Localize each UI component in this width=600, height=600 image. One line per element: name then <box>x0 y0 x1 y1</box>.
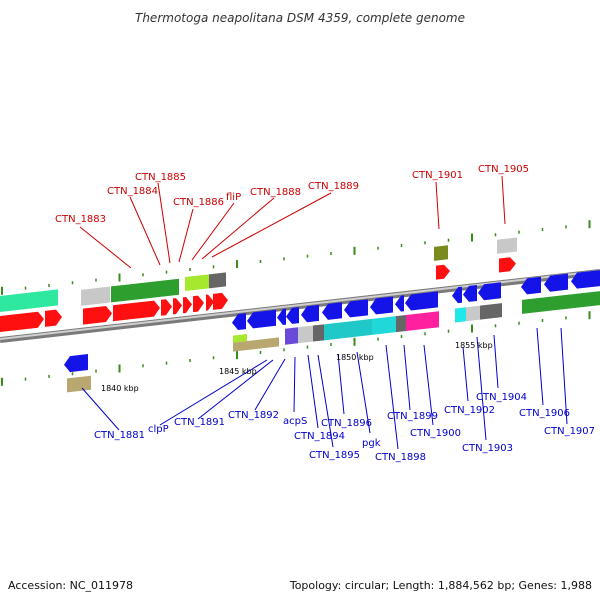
gene-arrow[interactable] <box>232 313 246 331</box>
gene-block[interactable] <box>522 291 600 314</box>
gene-label[interactable]: CTN_1895 <box>309 450 360 461</box>
gene-arrow[interactable] <box>213 292 228 310</box>
gene-arrow[interactable] <box>277 308 286 326</box>
gene-label[interactable]: CTN_1904 <box>476 392 527 403</box>
gene-arrow[interactable] <box>452 286 462 304</box>
gene-block[interactable] <box>455 307 466 323</box>
gene-block[interactable] <box>233 337 279 352</box>
gene-arrow[interactable] <box>193 295 204 313</box>
gene-label[interactable]: CTN_1885 <box>135 172 186 183</box>
gene-arrow[interactable] <box>478 282 501 301</box>
scale-label: 1855 kbp <box>455 341 493 350</box>
gene-arrow[interactable] <box>183 296 192 314</box>
gene-block[interactable] <box>497 237 517 254</box>
gene-block[interactable] <box>434 245 448 261</box>
scale-label: 1850 kbp <box>336 353 374 362</box>
gene-block[interactable] <box>81 286 110 306</box>
gene-label[interactable]: CTN_1898 <box>375 452 426 463</box>
gene-arrow[interactable] <box>45 309 62 327</box>
gene-arrow[interactable] <box>499 257 516 273</box>
scale-label: 1845 kbp <box>219 367 257 376</box>
gene-block[interactable] <box>466 305 480 322</box>
gene-label[interactable]: CTN_1894 <box>294 431 345 442</box>
gene-arrow[interactable] <box>544 273 568 293</box>
gene-arrow[interactable] <box>286 307 299 324</box>
gene-block[interactable] <box>313 324 324 342</box>
accession-text: Accession: NC_011978 <box>8 579 134 592</box>
forward-strand-row-2 <box>0 257 516 332</box>
gene-block[interactable] <box>111 278 179 303</box>
gene-block[interactable] <box>185 274 209 292</box>
gene-block[interactable] <box>298 325 313 344</box>
gene-arrow[interactable] <box>161 299 172 316</box>
gene-arrow[interactable] <box>395 295 404 312</box>
gene-label[interactable]: CTN_1881 <box>94 430 145 441</box>
gene-arrow[interactable] <box>64 354 88 373</box>
gene-arrow[interactable] <box>206 294 214 311</box>
map-title: Thermotoga neapolitana DSM 4359, complet… <box>135 11 465 25</box>
gene-label[interactable]: clpP <box>148 424 169 435</box>
gene-arrow[interactable] <box>405 291 438 311</box>
forward-gene-labels: CTN_1883 CTN_1884 CTN_1885 CTN_1886 fliP… <box>55 164 529 225</box>
gene-arrow[interactable] <box>301 304 319 323</box>
gene-block[interactable] <box>285 327 298 345</box>
gene-arrow[interactable] <box>370 296 393 316</box>
gene-arrow[interactable] <box>247 309 276 329</box>
gene-label[interactable]: CTN_1886 <box>173 197 224 208</box>
gene-label[interactable]: acpS <box>283 416 307 427</box>
gene-block[interactable] <box>396 315 406 333</box>
gene-block[interactable] <box>372 316 396 335</box>
gene-arrow[interactable] <box>463 284 477 303</box>
gene-label[interactable]: CTN_1891 <box>174 417 225 428</box>
gene-arrow[interactable] <box>113 300 160 322</box>
gene-label[interactable]: CTN_1896 <box>321 418 372 429</box>
gene-arrow[interactable] <box>344 299 368 318</box>
gene-label[interactable]: CTN_1903 <box>462 443 513 454</box>
gene-arrow[interactable] <box>173 297 182 315</box>
gene-arrow[interactable] <box>571 270 600 289</box>
gene-arrow[interactable] <box>322 302 342 320</box>
gene-label[interactable]: CTN_1905 <box>478 164 529 175</box>
scale-label: 1840 kbp <box>101 384 139 393</box>
gene-block[interactable] <box>480 303 502 320</box>
scale-ticks <box>1 220 591 386</box>
gene-label[interactable]: CTN_1892 <box>228 410 279 421</box>
scale-labels: 1840 kbp 1845 kbp 1850 kbp 1855 kbp <box>101 341 493 393</box>
reverse-strand-row-1 <box>64 270 600 373</box>
gene-label[interactable]: CTN_1883 <box>55 214 106 225</box>
gene-label[interactable]: CTN_1888 <box>250 187 301 198</box>
gene-arrow[interactable] <box>521 276 541 295</box>
gene-block[interactable] <box>324 318 372 341</box>
gene-arrow[interactable] <box>83 305 112 325</box>
gene-label[interactable]: CTN_1889 <box>308 181 359 192</box>
gene-label[interactable]: CTN_1899 <box>387 411 438 422</box>
leader-lines <box>79 175 568 450</box>
gene-block[interactable] <box>233 334 247 343</box>
gene-label[interactable]: fliP <box>226 192 241 203</box>
gene-block[interactable] <box>209 272 226 289</box>
forward-strand-row-1 <box>0 237 517 312</box>
reverse-gene-labels: CTN_1881 clpP CTN_1891 CTN_1892 acpS CTN… <box>94 392 595 463</box>
gene-label[interactable]: CTN_1884 <box>107 186 158 197</box>
gene-block[interactable] <box>406 311 439 332</box>
gene-label[interactable]: CTN_1907 <box>544 426 595 437</box>
gene-label[interactable]: pgk <box>362 438 381 449</box>
gene-arrow[interactable] <box>0 311 44 332</box>
gene-label[interactable]: CTN_1901 <box>412 170 463 181</box>
topology-text: Topology: circular; Length: 1,884,562 bp… <box>289 579 592 592</box>
gene-arrow[interactable] <box>436 264 450 280</box>
gene-label[interactable]: CTN_1902 <box>444 405 495 416</box>
gene-block[interactable] <box>67 375 91 393</box>
gene-block[interactable] <box>0 289 58 312</box>
reverse-strand-row-2 <box>67 291 600 393</box>
gene-label[interactable]: CTN_1906 <box>519 408 570 419</box>
gene-label[interactable]: CTN_1900 <box>410 428 461 439</box>
